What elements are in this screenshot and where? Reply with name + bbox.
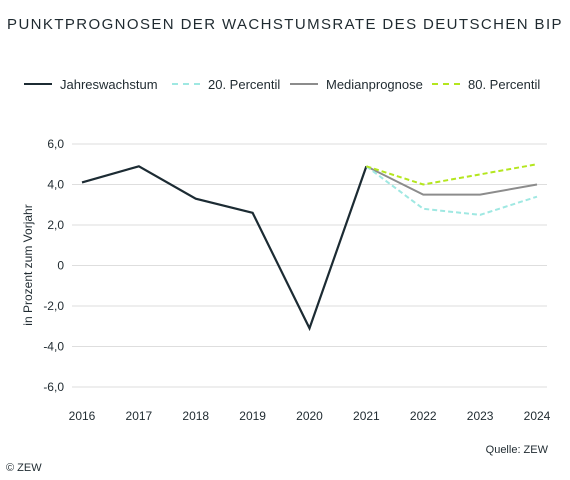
legend-item-medianprognose: Medianprognose [290,74,423,94]
y-tick-label: -4,0 [43,340,64,354]
y-tick-label: -2,0 [43,299,64,313]
y-tick-label: -6,0 [43,380,64,394]
legend-label: Medianprognose [326,76,423,92]
legend-swatch [24,83,52,85]
series-line-medianprognose [365,165,538,196]
series-line-20-percentil [365,165,538,216]
y-tick-label: 6,0 [47,137,64,151]
legend: Jahreswachstum 20. Percentil Medianprogn… [0,74,570,94]
x-tick-labels: 2016 2017 2018 2019 2020 2021 2022 2023 2024 [69,409,551,423]
x-tick-label: 2020 [296,409,323,423]
y-tick-label: 2,0 [47,218,64,232]
y-axis-label: in Prozent zum Vorjahr [21,204,35,325]
legend-label: Jahreswachstum [60,76,158,92]
legend-swatch [172,83,200,85]
legend-item-jahreswachstum: Jahreswachstum [24,74,158,94]
y-tick-labels: 6,0 4,0 2,0 0 -2,0 -4,0 -6,0 [43,137,64,394]
x-tick-label: 2017 [126,409,153,423]
y-tick-label: 4,0 [47,178,64,192]
series-line-jahreswachstum [81,165,368,332]
y-tick-label: 0 [57,259,64,273]
chart-title: PUNKTPROGNOSEN DER WACHSTUMSRATE DES DEU… [7,16,563,33]
source-note: Quelle: ZEW [485,444,548,456]
legend-swatch [432,83,460,85]
x-tick-label: 2019 [239,409,266,423]
series-lines [81,163,538,332]
x-tick-label: 2022 [410,409,437,423]
gridlines [72,143,547,388]
x-tick-label: 2021 [353,409,380,423]
series-line-80-percentil [366,163,538,186]
legend-item-20-percentil: 20. Percentil [172,74,280,94]
legend-swatch [290,83,318,85]
x-tick-label: 2018 [182,409,209,423]
x-tick-label: 2024 [524,409,551,423]
legend-label: 20. Percentil [208,76,281,92]
legend-label: 80. Percentil [468,76,541,92]
x-tick-label: 2023 [467,409,494,423]
legend-item-80-percentil: 80. Percentil [432,74,540,94]
x-tick-label: 2016 [69,409,96,423]
copyright-note: © ZEW [6,462,42,474]
